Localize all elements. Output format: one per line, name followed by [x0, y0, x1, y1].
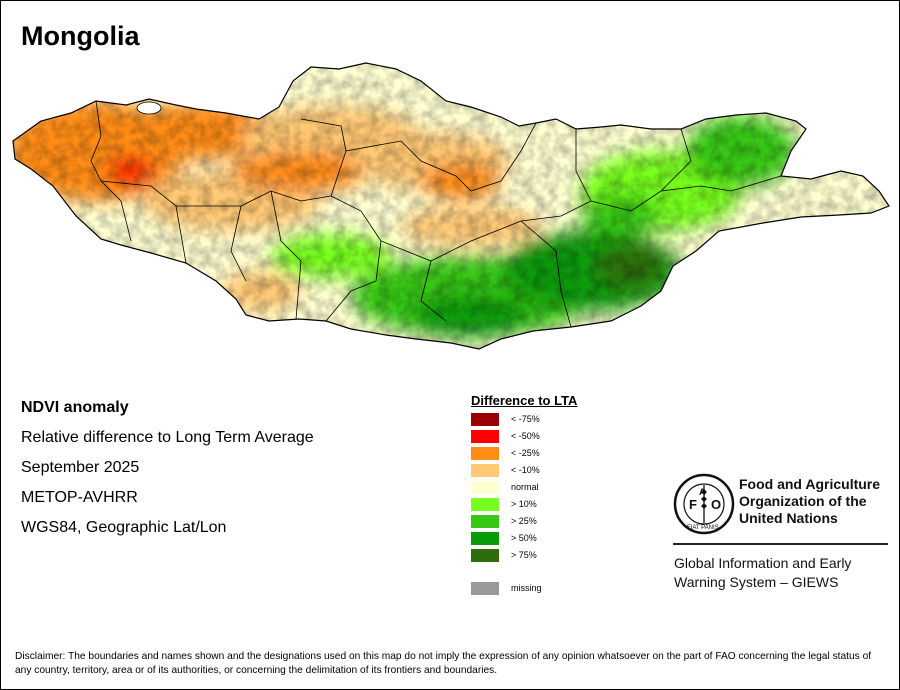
legend-swatch [471, 582, 499, 595]
divider [673, 543, 888, 545]
info-date: September 2025 [21, 459, 140, 476]
svg-text:F: F [689, 497, 697, 512]
legend-item: > 25% [471, 513, 631, 530]
fao-name-line: United Nations [739, 510, 838, 526]
legend-label: > 10% [511, 499, 537, 509]
disclaimer: Disclaimer: The boundaries and names sho… [15, 651, 872, 676]
fao-emblem-icon: F A O FIAT PANIS [673, 473, 735, 535]
legend-swatch [471, 549, 499, 562]
legend-title: Difference to LTA [471, 393, 578, 408]
giews-line: Global Information and Early [674, 555, 852, 571]
info-description: Relative difference to Long Term Average [21, 429, 314, 446]
svg-text:FIAT PANIS: FIAT PANIS [687, 525, 719, 531]
legend-item: > 50% [471, 530, 631, 547]
giews-line: Warning System – GIEWS [674, 574, 839, 590]
legend-label: missing [511, 583, 542, 593]
legend: Difference to LTA < -75% < -50% < -25% < -1… [471, 393, 631, 597]
legend-item: > 10% [471, 496, 631, 513]
legend-label: < -10% [511, 465, 540, 475]
legend-item-missing: missing [471, 580, 631, 597]
info-projection: WGS84, Geographic Lat/Lon [21, 519, 227, 536]
giews-name: Global Information and Early Warning Sys… [674, 554, 851, 592]
legend-item: > 75% [471, 547, 631, 564]
info-sensor: METOP-AVHRR [21, 489, 138, 506]
map-title: Mongolia [21, 21, 140, 51]
legend-swatch [471, 498, 499, 511]
legend-swatch [471, 447, 499, 460]
svg-text:A: A [699, 487, 706, 497]
svg-text:O: O [711, 497, 721, 512]
lake-khuvsgul [136, 101, 162, 115]
info-heading: NDVI anomaly [21, 399, 129, 416]
legend-label: < -50% [511, 431, 540, 441]
legend-item: < -25% [471, 445, 631, 462]
legend-label: normal [511, 482, 539, 492]
legend-label: > 50% [511, 533, 537, 543]
province-boundaries [90, 100, 782, 328]
ndvi-map [12, 62, 890, 350]
legend-item: < -50% [471, 428, 631, 445]
legend-label: < -25% [511, 448, 540, 458]
legend-swatch [471, 532, 499, 545]
fao-name-line: Food and Agriculture [739, 476, 881, 492]
legend-label: > 25% [511, 516, 537, 526]
legend-swatch [471, 481, 499, 494]
fao-name: Food and Agriculture Organization of the… [739, 476, 880, 527]
legend-label: < -75% [511, 414, 540, 424]
legend-swatch [471, 464, 499, 477]
legend-item: normal [471, 479, 631, 496]
legend-item: < -75% [471, 411, 631, 428]
anomaly-raster [13, 63, 889, 349]
legend-swatch [471, 413, 499, 426]
legend-swatch [471, 430, 499, 443]
fao-name-line: Organization of the [739, 493, 867, 509]
legend-swatch [471, 515, 499, 528]
country-border [12, 62, 890, 350]
legend-label: > 75% [511, 550, 537, 560]
legend-item: < -10% [471, 462, 631, 479]
